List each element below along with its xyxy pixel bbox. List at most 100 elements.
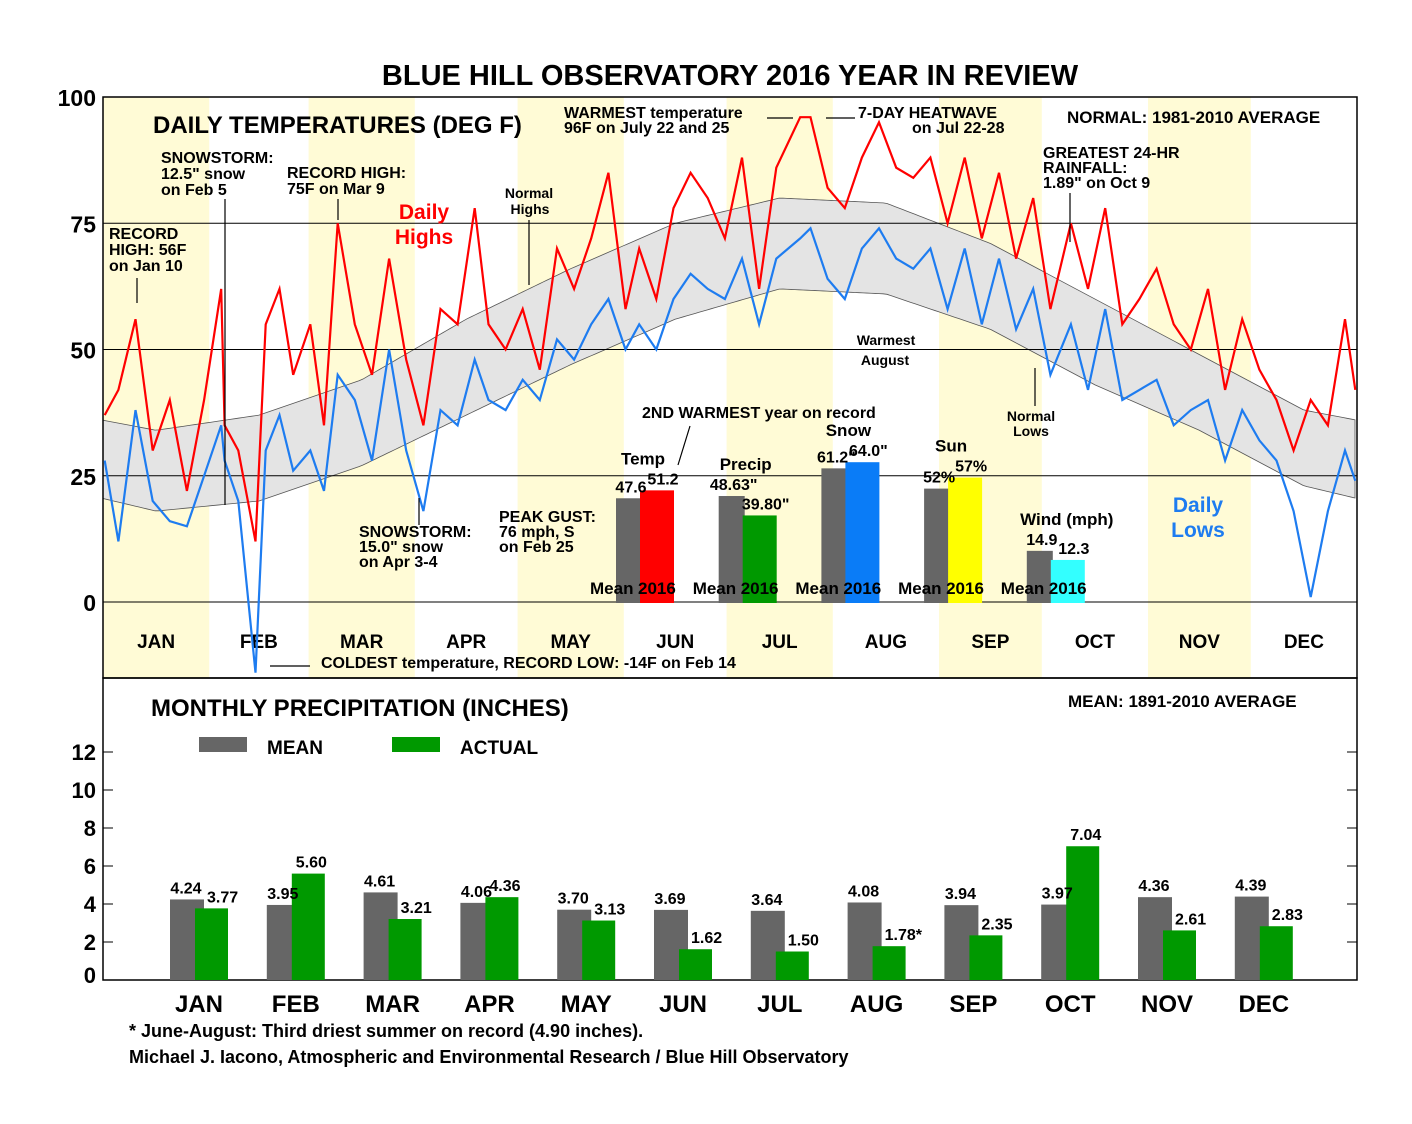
precip-y-tick-label: 12 (72, 740, 96, 765)
normal-highs-label: Normal (505, 185, 553, 201)
precip-actual-bar-jul (775, 951, 809, 980)
precip-actual-bar-oct (1066, 846, 1100, 980)
inset-mean-axis-label: Mean (590, 579, 633, 598)
inset-mean-value: 48.63" (710, 477, 758, 494)
precip-mean-value: 4.08 (848, 883, 879, 900)
precip-actual-value: 3.21 (401, 900, 432, 917)
annotation-heatwave: 7-DAY HEATWAVE on Jul 22-28 (858, 105, 1005, 137)
svg-text:RECORD: RECORD (109, 226, 178, 243)
precip-actual-value: 7.04 (1070, 827, 1101, 844)
svg-text:75F on Mar 9: 75F on Mar 9 (287, 181, 385, 198)
inset-mean-value: 61.2" (817, 449, 856, 466)
svg-text:on Jan 10: on Jan 10 (109, 258, 183, 275)
inset-2016-value: 51.2 (647, 471, 678, 488)
precip-mean-value: 4.06 (461, 884, 492, 901)
daily-lows-label: Daily (1173, 494, 1224, 517)
normal-highs-label-2: Highs (511, 201, 550, 217)
precip-actual-value: 3.13 (594, 902, 625, 919)
annotation-feb-snowstorm: SNOWSTORM: 12.5" snow on Feb 5 (161, 150, 274, 199)
svg-text:PEAK GUST:: PEAK GUST: (499, 509, 596, 526)
inset-2016-value: 12.3 (1058, 541, 1089, 558)
daily-lows-label-2: Lows (1171, 519, 1225, 542)
legend-actual-swatch (392, 737, 440, 752)
svg-text:RAINFALL:: RAINFALL: (1043, 160, 1127, 177)
precip-actual-value: 3.77 (207, 889, 238, 906)
temp-month-label-jul: JUL (762, 632, 798, 653)
precip-y-tick-label: 6 (84, 854, 96, 879)
footer-credit: Michael J. Iacono, Atmospheric and Envir… (129, 1047, 849, 1067)
inset-2016-axis-label: 2016 (638, 579, 676, 598)
precip-month-label-jul: JUL (757, 991, 802, 1018)
annotation-jan-record: RECORD HIGH: 56F on Jan 10 (109, 226, 187, 275)
inset-2016-axis-label: 2016 (741, 579, 779, 598)
precip-mean-value: 3.64 (751, 892, 782, 909)
temperature-panel: 100 75 50 25 0 JAN FEB MAR APR MAY JUN JUL AUG SEP OCT… (58, 85, 1358, 679)
precip-y-tick-label: 10 (72, 778, 96, 803)
precip-mean-value: 4.61 (364, 873, 395, 890)
precip-actual-bar-aug (872, 946, 906, 980)
svg-text:on Feb 5: on Feb 5 (161, 182, 227, 199)
temp-month-label-mar: MAR (340, 632, 384, 653)
inset-mean-bar-0 (616, 498, 642, 603)
inset-group-label: Sun (935, 437, 967, 456)
precip-actual-value: 1.62 (691, 930, 722, 947)
daily-highs-label: Daily (399, 201, 450, 224)
precip-y-tick-label: 4 (84, 892, 97, 917)
temp-month-label-may: MAY (550, 632, 591, 653)
svg-text:WARMEST temperature: WARMEST temperature (564, 105, 743, 122)
precip-mean-value: 3.69 (654, 891, 685, 908)
precip-mean-value: 4.36 (1138, 878, 1169, 895)
annotation-second-warmest: 2ND WARMEST year on record (642, 405, 876, 422)
svg-text:SNOWSTORM:: SNOWSTORM: (359, 524, 472, 541)
precip-month-label-sep: SEP (949, 991, 997, 1018)
precip-actual-bar-may (582, 920, 616, 980)
precip-actual-bar-jan (195, 908, 228, 980)
temp-month-label-jun: JUN (656, 632, 694, 653)
precip-month-label-jun: JUN (659, 991, 707, 1018)
svg-text:76 mph, S: 76 mph, S (499, 524, 575, 541)
svg-text:12.5" snow: 12.5" snow (161, 166, 246, 183)
legend-mean-label: MEAN (267, 738, 323, 759)
temp-month-label-oct: OCT (1075, 632, 1116, 653)
temp-month-label-nov: NOV (1179, 632, 1221, 653)
temp-month-label-feb: FEB (240, 632, 278, 653)
normal-lows-label-2: Lows (1013, 423, 1049, 439)
inset-mean-bar-4 (1026, 550, 1053, 603)
precip-panel-title: MONTHLY PRECIPITATION (INCHES) (151, 695, 569, 722)
temp-normal-note: NORMAL: 1981-2010 AVERAGE (1067, 108, 1320, 127)
inset-2016-bar-2 (845, 462, 880, 603)
temp-y-tick-label: 75 (70, 211, 96, 237)
temp-y-tick-label: 100 (58, 85, 96, 111)
precip-month-label-oct: OCT (1045, 991, 1096, 1018)
svg-text:RECORD HIGH:: RECORD HIGH: (287, 165, 406, 182)
second-warmest-leader (677, 425, 691, 466)
precip-month-label-aug: AUG (850, 991, 903, 1018)
svg-text:on Apr 3-4: on Apr 3-4 (359, 554, 438, 571)
inset-mean-axis-label: Mean (693, 579, 736, 598)
daily-lows-line (103, 226, 1357, 673)
precip-month-label-jan: JAN (175, 991, 223, 1018)
inset-2016-axis-label: 2016 (1049, 579, 1087, 598)
inset-group-label: Wind (mph) (1020, 510, 1113, 529)
footer-note: * June-August: Third driest summer on re… (129, 1021, 643, 1041)
precip-y-tick-label: 0 (84, 963, 96, 988)
temp-y-tick-label: 50 (70, 338, 96, 364)
precip-month-label-nov: NOV (1141, 991, 1193, 1018)
precipitation-panel: 12 10 8 6 4 2 0 4.24 3.77 JAN 3.95 5.60 FEB 4.61 3.21 M… (72, 677, 1358, 1018)
svg-text:96F on July 22 and 25: 96F on July 22 and 25 (564, 120, 730, 137)
svg-text:SNOWSTORM:: SNOWSTORM: (161, 150, 274, 167)
temp-month-label-aug: AUG (865, 632, 907, 653)
inset-group-label: Temp (621, 449, 665, 468)
precip-actual-bar-apr (485, 897, 519, 980)
precip-mean-value: 4.39 (1235, 878, 1266, 895)
svg-text:on Feb 25: on Feb 25 (499, 539, 574, 556)
precip-month-label-apr: APR (464, 991, 515, 1018)
precip-plot-frame (102, 677, 1358, 981)
precip-actual-value: 2.35 (981, 916, 1012, 933)
legend-mean-swatch (199, 737, 247, 752)
precip-mean-value: 3.97 (1042, 886, 1073, 903)
temp-y-tick-label: 25 (70, 464, 96, 490)
month-shade-may (517, 97, 624, 678)
precip-mean-value: 3.95 (267, 886, 298, 903)
precip-actual-bar-jun (679, 949, 712, 980)
